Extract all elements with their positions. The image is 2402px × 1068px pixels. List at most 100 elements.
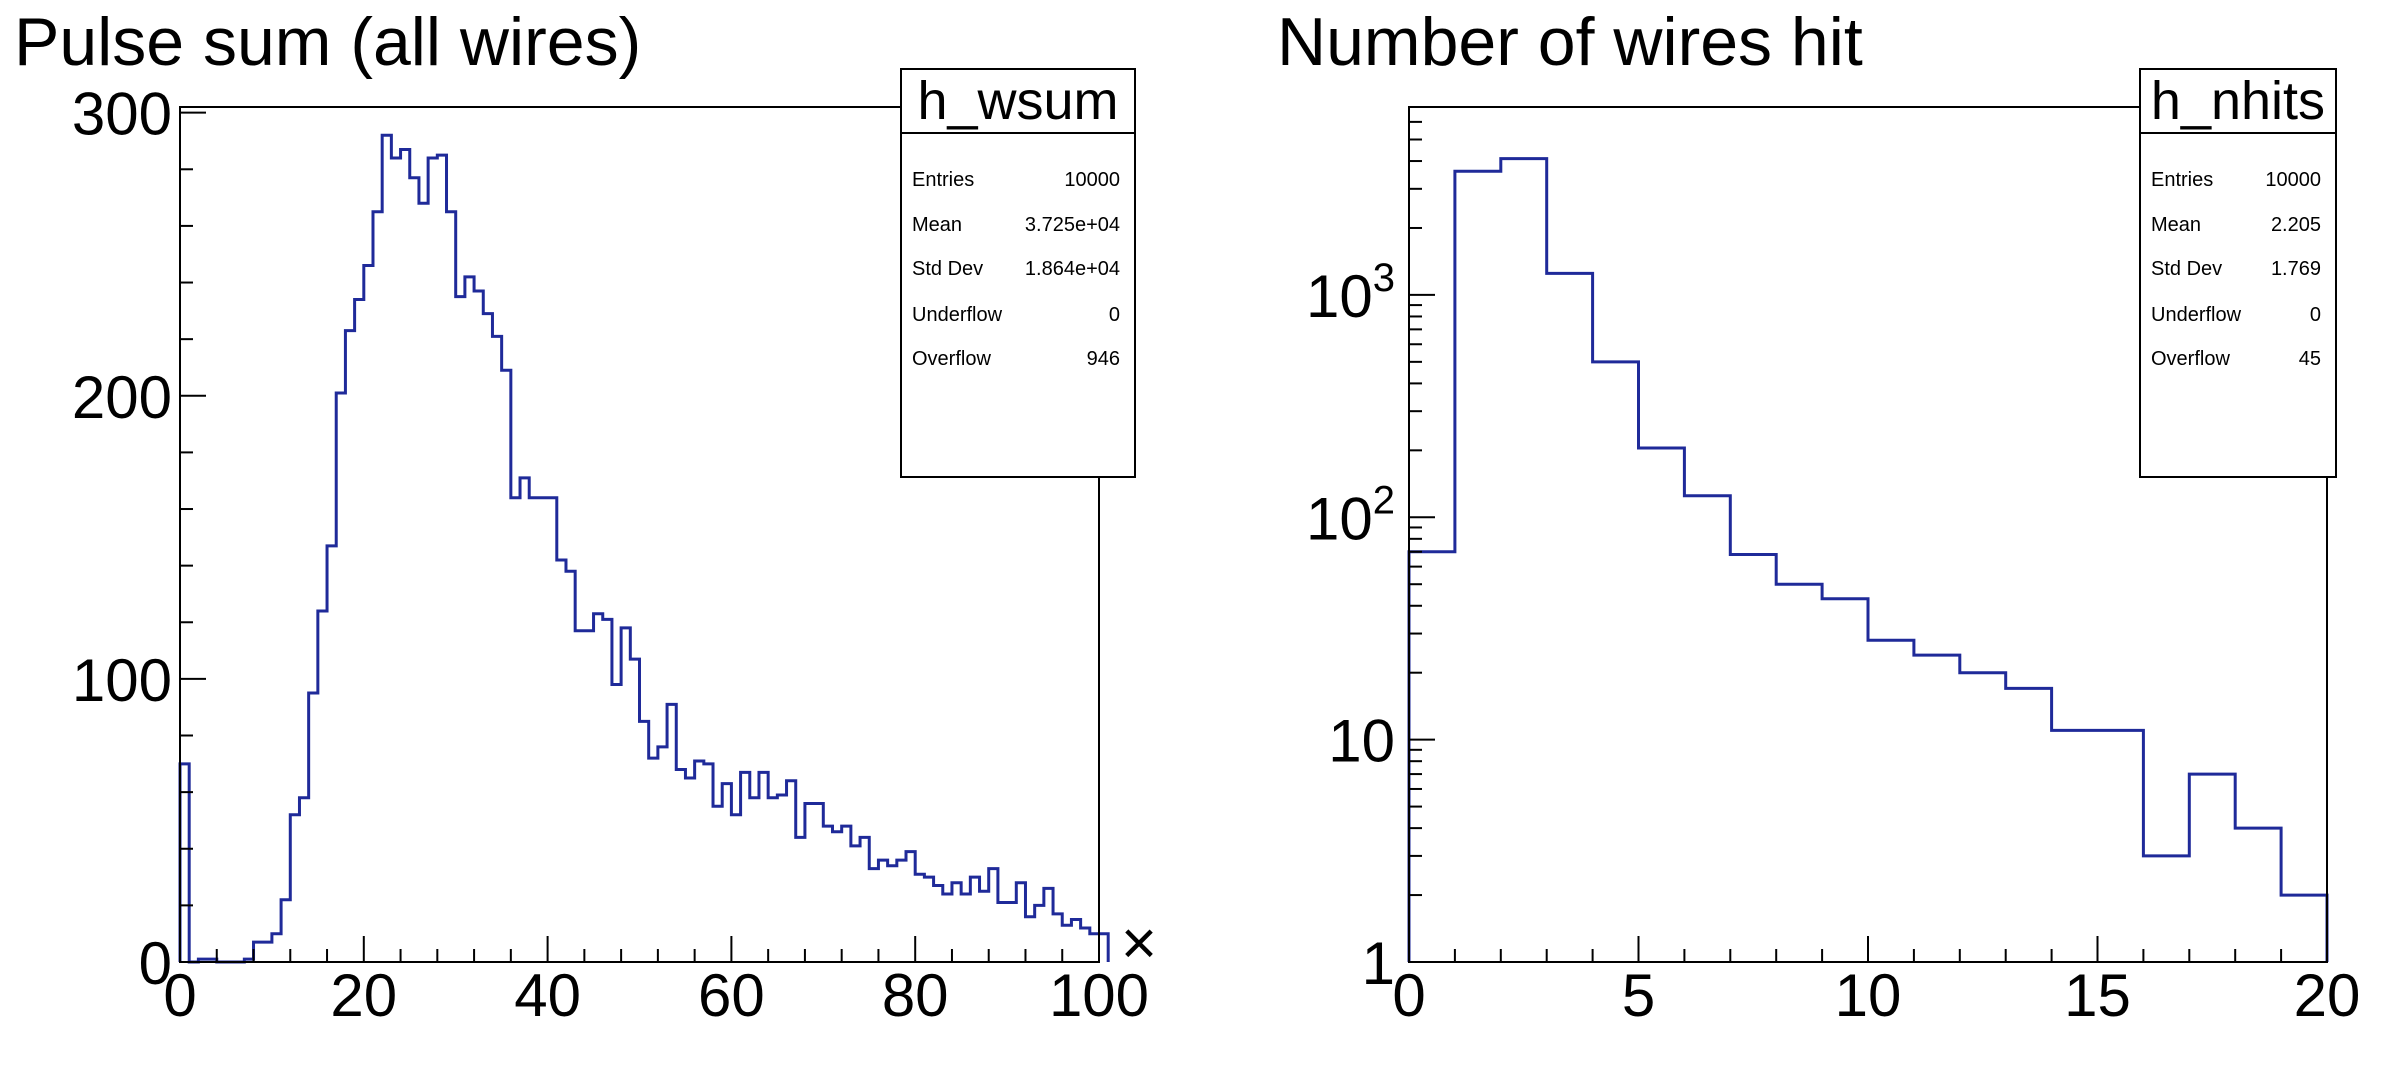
histogram-bin [529, 498, 538, 962]
histogram-bin [180, 764, 189, 962]
histogram-bin [1455, 171, 1501, 962]
histogram-bin [1776, 584, 1822, 962]
x-tick-label: 15 [2064, 962, 2131, 1029]
histogram-bin [676, 769, 685, 962]
y-tick-label: 200 [72, 364, 172, 431]
histogram-bin [373, 212, 382, 962]
stats-box-h-wsum: h_wsum Entries 10000 Mean 3.725e+04 Std De… [900, 68, 1136, 478]
histogram-bin [952, 883, 961, 962]
histogram-bin [447, 212, 456, 962]
histogram-bin [1822, 599, 1868, 962]
histogram-bin [364, 266, 373, 962]
histogram-bin [548, 498, 557, 962]
x-tick-label: 0 [1392, 962, 1425, 1029]
histogram-bin [1501, 159, 1547, 962]
chart-title: Pulse sum (all wires) [14, 4, 642, 80]
histogram-bin [290, 815, 299, 962]
histogram-bin [557, 560, 566, 962]
x-tick-label: 5 [1622, 962, 1655, 1029]
histogram-bin [428, 158, 437, 962]
histogram-bin [1025, 917, 1034, 962]
histogram-bin [2143, 856, 2189, 962]
histogram-bin [1071, 920, 1080, 962]
histogram-bin [309, 693, 318, 962]
histogram-bin [989, 869, 998, 962]
histogram-bin [538, 498, 547, 962]
histogram-bin [630, 659, 639, 962]
histogram-bin [1035, 905, 1044, 962]
histogram-bin [419, 203, 428, 962]
histogram-bin [2098, 730, 2144, 962]
x-tick-label: 0 [163, 962, 196, 1029]
histogram-bin [2189, 774, 2235, 962]
histogram-bin [805, 803, 814, 962]
histogram-bin [1044, 888, 1053, 962]
histogram-bin [1099, 934, 1108, 962]
histogram-bin [906, 852, 915, 962]
histogram-bin [502, 370, 511, 962]
histogram-bin [1053, 914, 1062, 962]
histogram-bin [1007, 903, 1016, 962]
histogram-bin [934, 886, 943, 962]
stats-row-mean: Mean 3.725e+04 [912, 214, 1120, 236]
histogram-bin [640, 721, 649, 962]
histogram-bin [741, 772, 750, 962]
wires-hit-panel: Number of wires hit 0 5 10 15 20 1 10 102 103 h_… [1201, 0, 2402, 1068]
histogram-bin [254, 942, 263, 962]
histogram-bin [943, 894, 952, 962]
pulse-sum-histogram: 0 20 40 60 80 100 0 100 200 300 × [72, 81, 1157, 1029]
histogram-bin [594, 614, 603, 962]
histogram-bin [658, 747, 667, 962]
histogram-bin [1684, 496, 1730, 962]
histogram-bin [842, 826, 851, 962]
histogram-bin [1090, 934, 1099, 962]
histogram-bin [704, 764, 713, 962]
histogram-bin [814, 803, 823, 962]
histogram-bin [787, 781, 796, 962]
histogram-bin [437, 155, 446, 962]
chart-title: Number of wires hit [1277, 4, 1863, 80]
x-tick-label: 80 [882, 962, 949, 1029]
plot-frame [179, 106, 1100, 963]
histogram-bin [731, 815, 740, 962]
histogram-bin [2281, 895, 2327, 962]
histogram-bin [575, 631, 584, 962]
stats-row-underflow: Underflow 0 [912, 304, 1120, 326]
histogram-bin [327, 546, 336, 962]
stats-row-entries: Entries 10000 [2151, 169, 2321, 191]
y-tick-label: 100 [72, 647, 172, 714]
wires-hit-histogram: 0 5 10 15 20 1 10 102 103 [1306, 106, 2360, 1029]
histogram-bin [759, 772, 768, 962]
x-tick-label: 10 [1835, 962, 1902, 1029]
histogram-bin [1547, 273, 1593, 962]
y-tick-label: 300 [72, 81, 172, 148]
x-tick-label: 100 [1049, 962, 1149, 1029]
histogram-bin [832, 832, 841, 962]
histogram-bin [777, 795, 786, 962]
histogram-bin [1016, 883, 1025, 962]
histogram-bin [391, 158, 400, 962]
histogram-bin [355, 300, 364, 962]
histogram-bin [695, 761, 704, 962]
histogram-bin [924, 877, 933, 962]
histogram-bin [474, 291, 483, 962]
histogram-bin [483, 314, 492, 962]
histogram-bin [465, 277, 474, 962]
histogram-bin [713, 806, 722, 962]
histogram-bin [768, 798, 777, 962]
histogram-bin [281, 900, 290, 962]
histogram-bin [888, 866, 897, 962]
histogram-bin [1062, 925, 1071, 962]
histogram-bin [566, 571, 575, 962]
histogram-bin [980, 891, 989, 962]
histogram-bin [823, 826, 832, 962]
histogram-bin [621, 628, 630, 962]
histogram-line [178, 133, 1110, 964]
stats-row-overflow: Overflow 45 [2151, 348, 2321, 370]
histogram-bin [511, 498, 520, 962]
histogram-bin [382, 135, 391, 962]
histogram-bin [456, 297, 465, 962]
x-tick-label: 40 [514, 962, 581, 1029]
stats-box-title: h_nhits [2141, 70, 2335, 134]
y-tick-label: 10 [1328, 708, 1395, 775]
